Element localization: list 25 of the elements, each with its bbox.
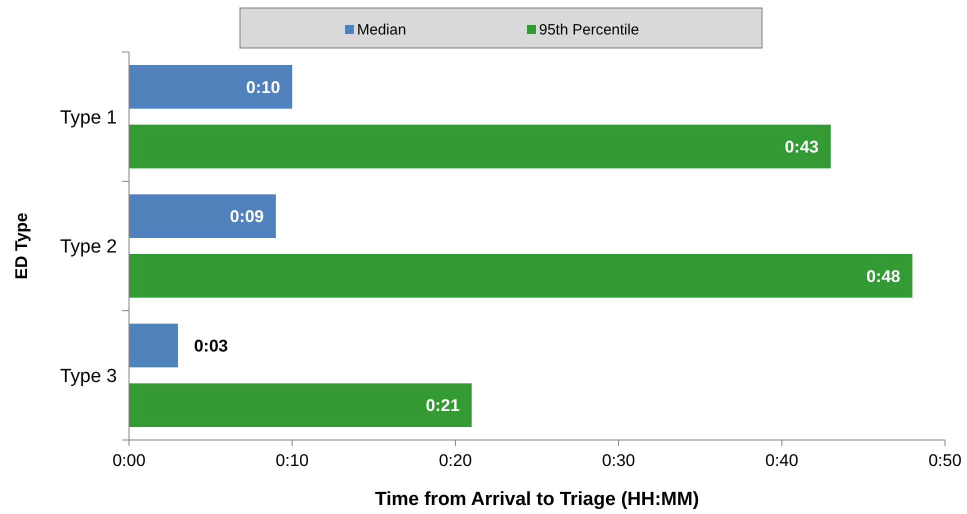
legend-label: Median (357, 21, 406, 38)
x-tick-label: 0:40 (765, 451, 798, 470)
data-label: 0:09 (230, 207, 264, 226)
bar (129, 194, 276, 238)
bar (129, 254, 912, 298)
bar (129, 124, 831, 168)
x-tick-label: 0:10 (276, 451, 309, 470)
x-axis-title: Time from Arrival to Triage (HH:MM) (374, 489, 700, 510)
x-tick-label: 0:50 (928, 451, 962, 470)
data-label: 0:43 (784, 137, 819, 156)
bar (129, 383, 472, 427)
legend-label: 95th Percentile (539, 21, 640, 38)
data-label: 0:03 (194, 336, 228, 356)
x-tick-label: 0:20 (438, 451, 472, 470)
y-tick-label: Type 3 (60, 366, 117, 387)
x-tick-label: 0:30 (602, 451, 636, 470)
y-tick-label: Type 1 (60, 107, 117, 128)
data-label: 0:48 (866, 266, 900, 286)
data-label: 0:21 (426, 396, 460, 416)
y-axis-title: ED Type (12, 212, 31, 280)
bar (129, 324, 178, 368)
y-tick-label: Type 2 (60, 236, 117, 258)
bar (129, 65, 292, 109)
x-tick-label: 0:00 (112, 451, 146, 470)
data-label: 0:10 (246, 78, 280, 97)
